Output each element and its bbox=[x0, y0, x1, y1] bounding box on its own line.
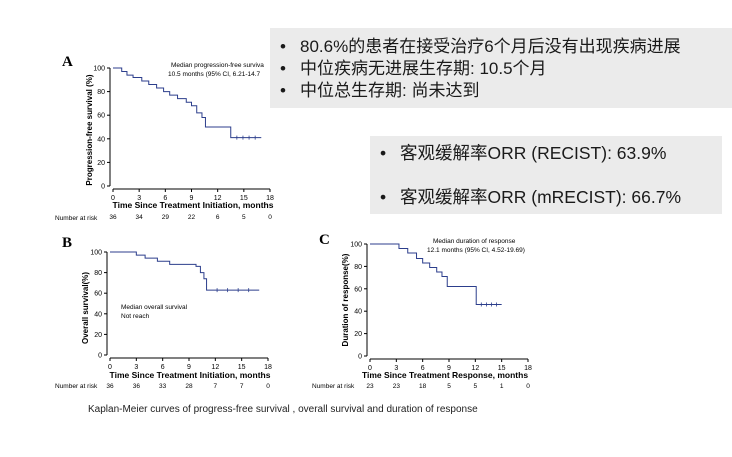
y-tick-label: 100 bbox=[90, 250, 102, 257]
pfs-risk-label: Number at risk bbox=[55, 215, 98, 222]
risk-value: 0 bbox=[526, 383, 530, 390]
x-tick-label: 6 bbox=[421, 365, 425, 372]
os-annotation-line1: Median overall survival bbox=[121, 304, 188, 311]
risk-value: 18 bbox=[419, 383, 427, 390]
callout-item-median-os: 中位总生存期: 尚未达到 bbox=[270, 80, 732, 102]
x-tick-label: 6 bbox=[163, 195, 167, 202]
y-tick-label: 60 bbox=[97, 113, 105, 120]
dor-survival-curve bbox=[370, 243, 502, 305]
x-tick-label: 3 bbox=[137, 195, 141, 202]
pfs-y-axis-label: Progression-free survival (%) bbox=[85, 74, 94, 185]
y-tick-label: 0 bbox=[98, 353, 102, 360]
y-tick-label: 80 bbox=[97, 89, 105, 96]
y-tick-label: 0 bbox=[358, 354, 362, 361]
risk-value: 5 bbox=[447, 383, 451, 390]
y-tick-label: 0 bbox=[101, 184, 105, 191]
y-tick-label: 100 bbox=[350, 242, 362, 249]
dor-annotation-line1: Median duration of response bbox=[433, 238, 516, 245]
risk-value: 7 bbox=[214, 383, 218, 390]
dor-x-axis-label: Time Since Treatment Response, months bbox=[362, 370, 528, 380]
x-tick-label: 15 bbox=[240, 195, 248, 202]
y-tick-label: 40 bbox=[97, 136, 105, 143]
os-chart: B Overall survival(%) Time Since Treatme… bbox=[55, 235, 272, 390]
risk-value: 33 bbox=[159, 383, 167, 390]
y-tick-label: 20 bbox=[354, 331, 362, 338]
dor-chart: C Duration of response(%) Time Since Tre… bbox=[312, 232, 532, 390]
x-tick-label: 15 bbox=[238, 364, 246, 371]
risk-value: 5 bbox=[474, 383, 478, 390]
pfs-x-axis-label: Time Since Treatment Initiation, months bbox=[113, 200, 274, 210]
risk-value: 23 bbox=[366, 383, 374, 390]
risk-value: 36 bbox=[109, 214, 117, 221]
risk-value: 23 bbox=[393, 383, 401, 390]
pfs-survival-curve bbox=[113, 67, 262, 139]
callout-item-median-pfs: 中位疾病无进展生存期: 10.5个月 bbox=[270, 58, 732, 80]
y-tick-label: 100 bbox=[93, 66, 105, 73]
y-tick-label: 60 bbox=[94, 291, 102, 298]
x-tick-label: 18 bbox=[264, 364, 272, 371]
risk-value: 7 bbox=[240, 383, 244, 390]
y-tick-label: 40 bbox=[94, 311, 102, 318]
pfs-chart: A Progression-free survival (%) Time Sin… bbox=[55, 54, 274, 222]
os-y-axis-label: Overall survival(%) bbox=[81, 272, 90, 344]
callout-item-orr-mrecist: 客观缓解率ORR (mRECIST): 66.7% bbox=[370, 186, 722, 208]
pfs-annotation-line1: Median progression-free surviva bbox=[171, 62, 264, 69]
x-tick-label: 12 bbox=[471, 365, 479, 372]
y-tick-label: 80 bbox=[94, 270, 102, 277]
summary-callout: 80.6%的患者在接受治疗6个月后没有出现疾病进展 中位疾病无进展生存期: 10… bbox=[270, 28, 732, 108]
x-tick-label: 18 bbox=[266, 195, 274, 202]
orr-callout: 客观缓解率ORR (RECIST): 63.9% 客观缓解率ORR (mRECI… bbox=[370, 136, 722, 214]
x-tick-label: 3 bbox=[394, 365, 398, 372]
os-risk-label: Number at risk bbox=[55, 383, 98, 390]
x-tick-label: 0 bbox=[368, 365, 372, 372]
risk-value: 29 bbox=[162, 214, 170, 221]
pfs-annotation-line2: 10.5 months (95% CI, 6.21-14.7 bbox=[168, 71, 261, 78]
os-survival-curve bbox=[110, 251, 260, 291]
x-tick-label: 12 bbox=[211, 364, 219, 371]
risk-value: 1 bbox=[500, 383, 504, 390]
y-tick-label: 20 bbox=[94, 332, 102, 339]
risk-value: 0 bbox=[266, 383, 270, 390]
x-tick-label: 0 bbox=[111, 195, 115, 202]
panel-letter-b: B bbox=[62, 235, 72, 251]
x-tick-label: 15 bbox=[498, 365, 506, 372]
x-tick-label: 9 bbox=[447, 365, 451, 372]
dor-annotation-line2: 12.1 months (95% CI, 4.52-19.69) bbox=[427, 247, 525, 254]
dor-risk-label: Number at risk bbox=[312, 383, 355, 390]
x-tick-label: 6 bbox=[161, 364, 165, 371]
x-tick-label: 9 bbox=[190, 195, 194, 202]
x-tick-label: 3 bbox=[134, 364, 138, 371]
callout-item-pfs-6m: 80.6%的患者在接受治疗6个月后没有出现疾病进展 bbox=[270, 36, 732, 58]
risk-value: 5 bbox=[242, 214, 246, 221]
y-tick-label: 80 bbox=[354, 264, 362, 271]
risk-value: 6 bbox=[216, 214, 220, 221]
os-annotation-line2: Not reach bbox=[121, 313, 150, 320]
callout-item-orr-recist: 客观缓解率ORR (RECIST): 63.9% bbox=[370, 142, 722, 164]
risk-value: 36 bbox=[133, 383, 141, 390]
risk-value: 34 bbox=[136, 214, 144, 221]
risk-value: 36 bbox=[106, 383, 114, 390]
panel-letter-c: C bbox=[319, 232, 330, 248]
dor-y-axis-label: Duration of response(%) bbox=[341, 253, 350, 346]
x-tick-label: 0 bbox=[108, 364, 112, 371]
x-tick-label: 18 bbox=[524, 365, 532, 372]
risk-value: 28 bbox=[185, 383, 193, 390]
y-tick-label: 20 bbox=[97, 160, 105, 167]
y-tick-label: 40 bbox=[354, 309, 362, 316]
risk-value: 22 bbox=[188, 214, 196, 221]
risk-value: 0 bbox=[268, 214, 272, 221]
x-tick-label: 12 bbox=[214, 195, 222, 202]
figure-caption: Kaplan-Meier curves of progress-free sur… bbox=[88, 404, 478, 415]
x-tick-label: 9 bbox=[187, 364, 191, 371]
panel-letter-a: A bbox=[62, 54, 73, 70]
os-x-axis-label: Time Since Treatment Initiation, months bbox=[110, 370, 271, 380]
y-tick-label: 60 bbox=[354, 286, 362, 293]
